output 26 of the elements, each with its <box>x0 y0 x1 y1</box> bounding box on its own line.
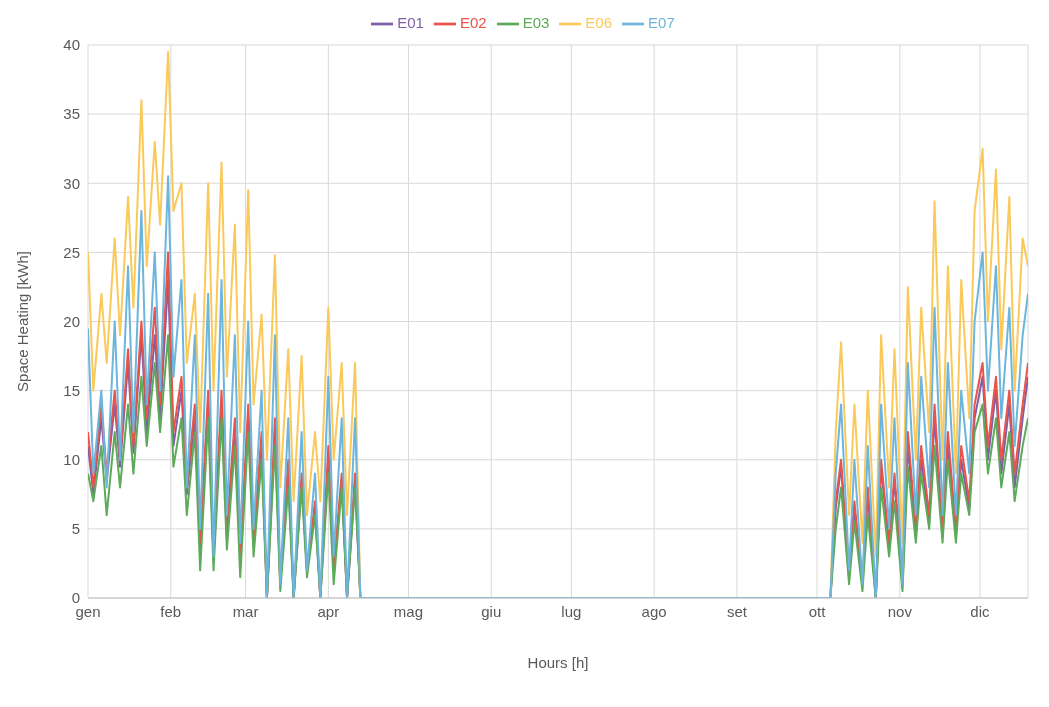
x-tick-label: giu <box>481 602 502 620</box>
y-tick-label: 25 <box>63 243 80 261</box>
x-tick-label: ott <box>808 602 827 620</box>
y-tick-label: 40 <box>63 36 80 54</box>
y-tick-label: 5 <box>71 520 80 538</box>
y-axis-title: Space Heating [kWh] <box>14 251 32 392</box>
x-tick-label: feb <box>160 602 182 620</box>
legend-label: E03 <box>522 13 550 31</box>
y-tick-label: 10 <box>63 451 80 469</box>
x-tick-label: lug <box>561 602 582 620</box>
legend-label: E01 <box>397 13 424 31</box>
x-tick-label: ago <box>641 602 667 620</box>
x-tick-label: dic <box>970 602 991 620</box>
legend-label: E06 <box>585 13 613 31</box>
legend-label: E07 <box>648 13 675 31</box>
x-tick-label: nov <box>887 602 913 620</box>
x-tick-label: mar <box>232 602 259 620</box>
x-tick-label: set <box>726 602 748 620</box>
y-tick-label: 15 <box>63 381 80 399</box>
legend-label: E02 <box>459 13 487 31</box>
x-tick-label: mag <box>393 602 424 620</box>
x-tick-label: apr <box>317 602 340 620</box>
y-tick-label: 35 <box>63 105 80 123</box>
x-axis-title: Hours [h] <box>527 654 589 671</box>
y-tick-label: 20 <box>63 312 80 330</box>
y-tick-label: 30 <box>63 174 80 192</box>
